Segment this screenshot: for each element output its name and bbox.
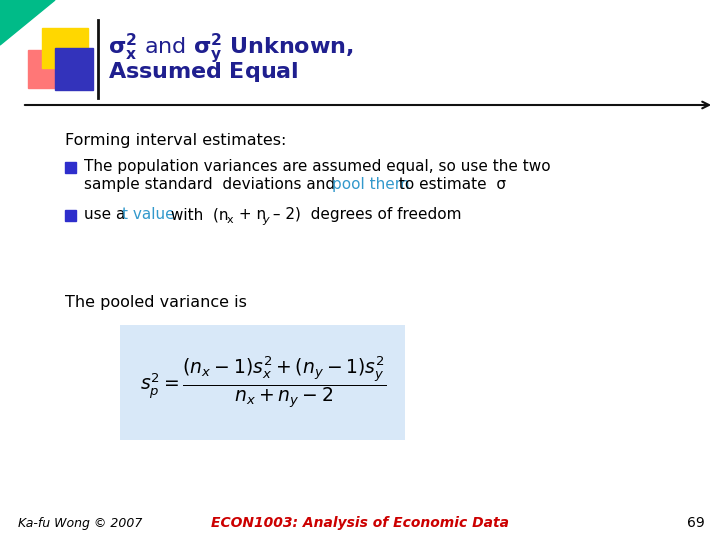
- Text: 69: 69: [688, 516, 705, 530]
- Text: with  (n: with (n: [166, 207, 228, 222]
- Text: sample standard  deviations and: sample standard deviations and: [84, 177, 340, 192]
- Text: ECON1003: Analysis of Economic Data: ECON1003: Analysis of Economic Data: [211, 516, 509, 530]
- Bar: [65, 210, 76, 221]
- Bar: [28, 50, 64, 88]
- Polygon shape: [0, 0, 55, 45]
- Text: t value: t value: [122, 207, 175, 222]
- Text: y: y: [262, 215, 269, 225]
- Text: $s_p^2 = \dfrac{(n_x-1)s_x^2+(n_y-1)s_y^2}{n_x+n_y-2}$: $s_p^2 = \dfrac{(n_x-1)s_x^2+(n_y-1)s_y^…: [140, 355, 386, 411]
- Text: The pooled variance is: The pooled variance is: [65, 295, 247, 310]
- Text: $\mathbf{\sigma_x^2}$$\mathbf{\ \mathrm{and}\ }$$\mathbf{\sigma_y^2}$ $\mathbf{U: $\mathbf{\sigma_x^2}$$\mathbf{\ \mathrm{…: [108, 32, 354, 66]
- Text: to estimate  σ: to estimate σ: [394, 177, 506, 192]
- Text: use a: use a: [84, 207, 130, 222]
- FancyBboxPatch shape: [120, 325, 405, 440]
- Text: + n: + n: [234, 207, 266, 222]
- Bar: [42, 28, 88, 68]
- Text: $\mathbf{Assumed\ Equal}$: $\mathbf{Assumed\ Equal}$: [108, 60, 299, 84]
- Text: – 2)  degrees of freedom: – 2) degrees of freedom: [268, 207, 462, 222]
- Text: x: x: [227, 215, 233, 225]
- Text: Forming interval estimates:: Forming interval estimates:: [65, 133, 287, 148]
- Text: pool them: pool them: [332, 177, 410, 192]
- Text: Ka-fu Wong © 2007: Ka-fu Wong © 2007: [18, 517, 143, 530]
- Text: The population variances are assumed equal, so use the two: The population variances are assumed equ…: [84, 159, 551, 174]
- Bar: [55, 48, 93, 90]
- Bar: [65, 162, 76, 173]
